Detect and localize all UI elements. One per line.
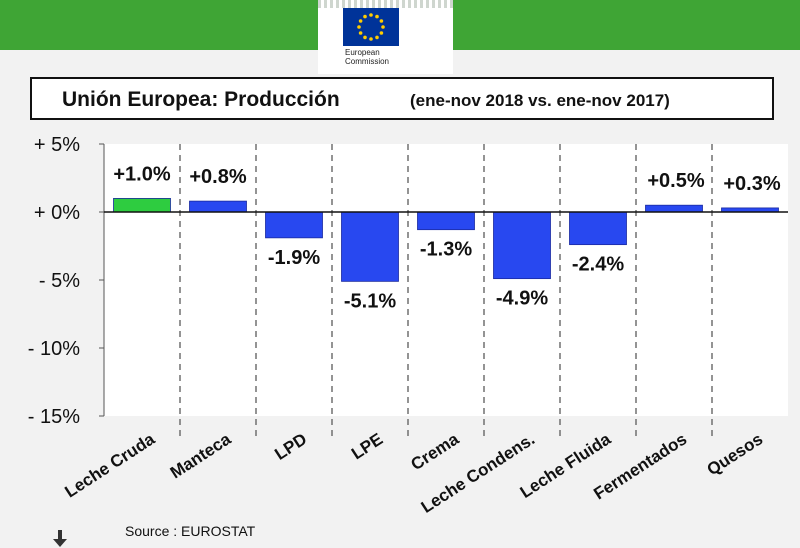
flag-star bbox=[358, 31, 363, 35]
flag-star bbox=[375, 35, 379, 40]
flag-star bbox=[363, 14, 367, 19]
x-category-label: Quesos bbox=[704, 429, 767, 479]
y-tick-label: - 10% bbox=[28, 338, 80, 360]
y-tick-label: - 5% bbox=[39, 270, 80, 292]
y-tick-label: + 0% bbox=[34, 202, 80, 224]
x-category-label: LPD bbox=[271, 429, 310, 463]
european-commission-logo: European Commission bbox=[318, 0, 453, 74]
flag-star bbox=[369, 37, 373, 41]
flag-star bbox=[381, 25, 385, 29]
data-label: -1.3% bbox=[420, 239, 472, 261]
data-label: -4.9% bbox=[496, 288, 548, 310]
data-label: +0.3% bbox=[723, 173, 780, 195]
x-category-label: LPE bbox=[348, 429, 386, 463]
bar bbox=[189, 200, 247, 213]
flag-star bbox=[357, 25, 361, 29]
data-label: +0.8% bbox=[189, 166, 246, 188]
bar bbox=[113, 197, 171, 213]
chart-title: Unión Europea: Producción bbox=[62, 88, 340, 111]
logo-building-stripes bbox=[318, 0, 453, 8]
bar bbox=[265, 211, 323, 239]
y-tick-label: - 15% bbox=[28, 406, 80, 428]
flag-star bbox=[375, 14, 379, 19]
flag-star bbox=[379, 19, 384, 23]
bar bbox=[341, 211, 399, 282]
bar bbox=[645, 204, 703, 213]
logo-text: European Commission bbox=[345, 48, 389, 66]
logo-line-2: Commission bbox=[345, 57, 390, 66]
source-note: Source : EUROSTAT bbox=[125, 523, 256, 539]
data-label: -1.9% bbox=[268, 247, 320, 269]
flag-star bbox=[363, 35, 367, 40]
bar bbox=[417, 211, 475, 231]
flag-star bbox=[379, 31, 384, 35]
plot-area bbox=[104, 144, 788, 416]
eu-flag-icon bbox=[343, 8, 399, 46]
data-label: -2.4% bbox=[572, 254, 624, 276]
x-category-label: Manteca bbox=[167, 429, 235, 482]
x-category-label: Crema bbox=[407, 429, 462, 474]
bar bbox=[569, 211, 627, 246]
chart-subtitle: (ene-nov 2018 vs. ene-nov 2017) bbox=[410, 91, 670, 110]
chart-title-box: Unión Europea: Producción (ene-nov 2018 … bbox=[30, 77, 774, 120]
x-category-label: Leche Cruda bbox=[61, 429, 158, 501]
logo-line-1: European bbox=[345, 48, 380, 57]
data-label: +1.0% bbox=[113, 163, 170, 185]
flag-star bbox=[369, 13, 373, 17]
y-tick-label: + 5% bbox=[34, 134, 80, 156]
data-label: +0.5% bbox=[647, 170, 704, 192]
download-arrow-icon bbox=[53, 530, 67, 547]
data-label: -5.1% bbox=[344, 290, 396, 312]
flag-star bbox=[358, 19, 363, 23]
bar bbox=[493, 211, 551, 280]
